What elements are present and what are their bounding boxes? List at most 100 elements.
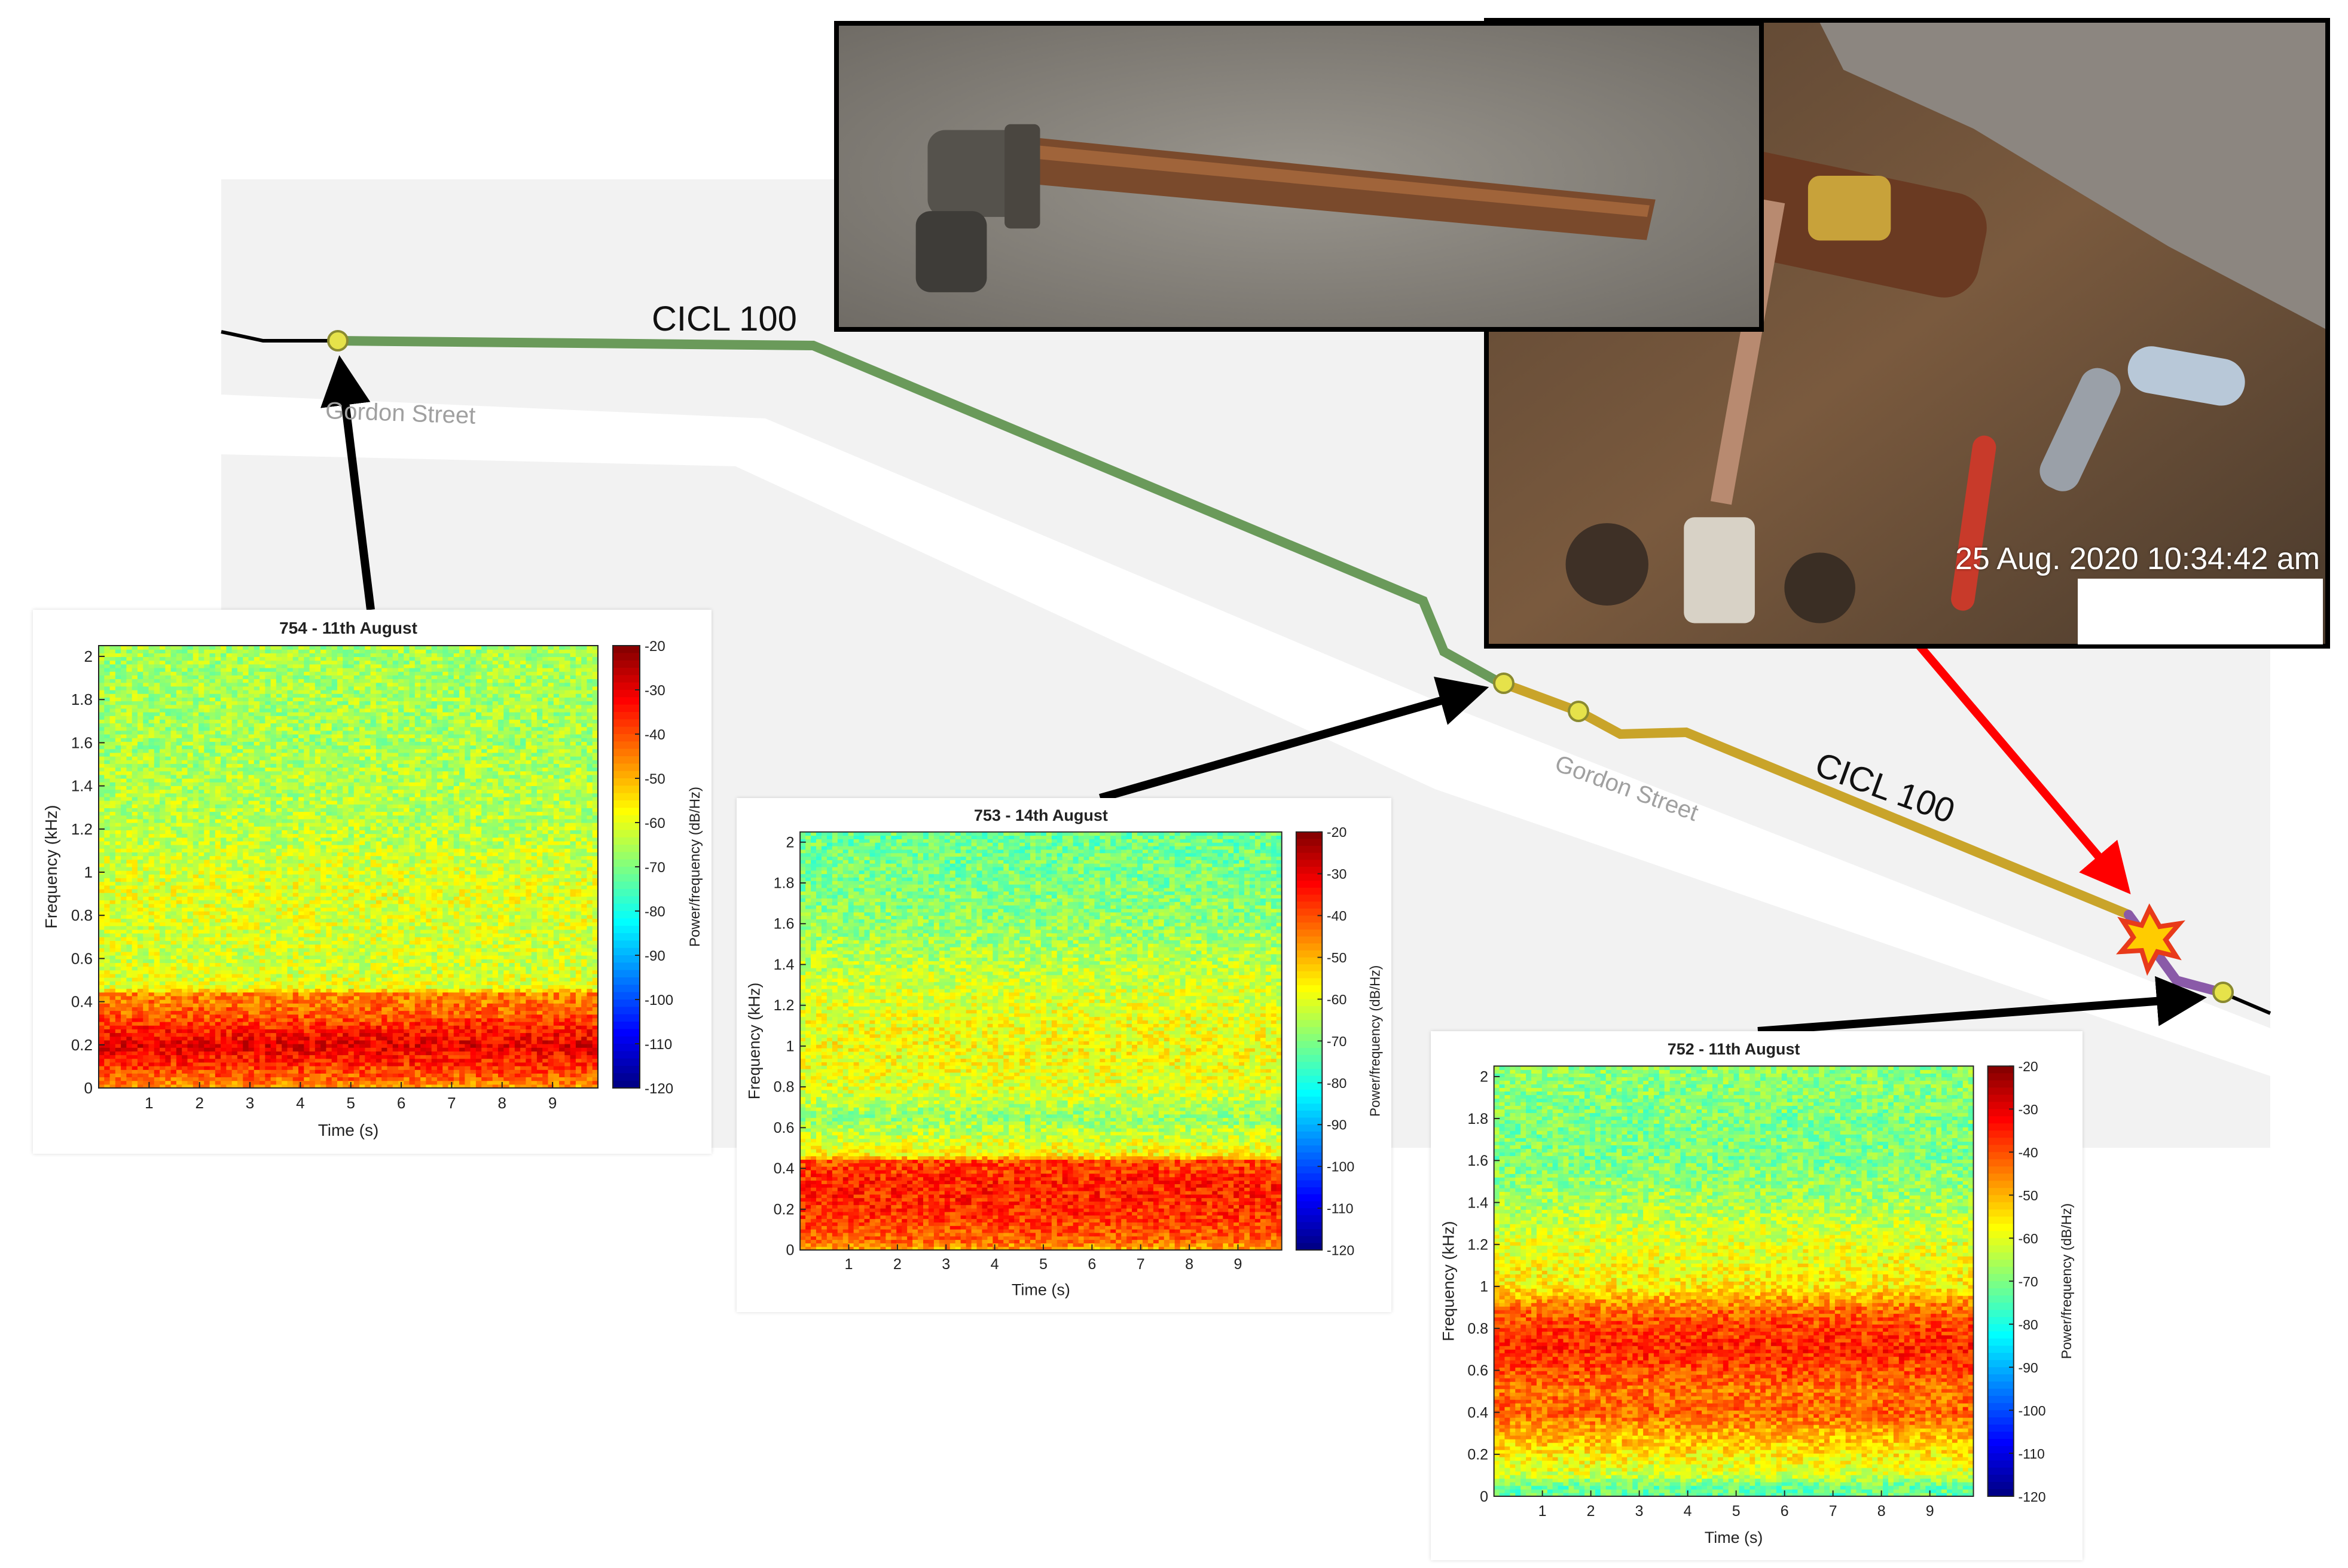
heatmap-cell (453, 966, 460, 971)
heatmap-cell (392, 981, 399, 985)
heatmap-cell (121, 1062, 127, 1066)
heatmap-cell (343, 947, 349, 952)
heatmap-cell (287, 973, 294, 978)
heatmap-cell (343, 1044, 349, 1048)
heatmap-cell (592, 903, 599, 908)
heatmap-cell (243, 903, 249, 908)
heatmap-cell (509, 1084, 515, 1089)
heatmap-cell (398, 1003, 404, 1007)
heatmap-cell (315, 1073, 321, 1078)
heatmap-cell (292, 1003, 299, 1007)
heatmap-cell (509, 903, 515, 908)
heatmap-cell (109, 1003, 116, 1007)
heatmap-cell (298, 966, 304, 971)
heatmap-cell (581, 922, 588, 927)
heatmap-cell (287, 889, 294, 893)
heatmap-cell (487, 929, 493, 934)
heatmap-cell (154, 889, 160, 893)
heatmap-cell (187, 1069, 194, 1074)
heatmap-cell (409, 1017, 416, 1022)
heatmap-cell (498, 940, 504, 945)
heatmap-cell (215, 962, 221, 967)
heatmap-cell (459, 911, 465, 915)
heatmap-cell (498, 988, 504, 993)
heatmap-cell (436, 973, 443, 978)
heatmap-cell (326, 940, 332, 945)
heatmap-cell (442, 918, 449, 923)
heatmap-cell (326, 992, 332, 997)
heatmap-cell (520, 1007, 526, 1011)
heatmap-cell (99, 896, 105, 901)
heatmap-cell (248, 959, 255, 963)
heatmap-cell (165, 973, 172, 978)
heatmap-cell (459, 1077, 465, 1081)
heatmap-cell (304, 1040, 310, 1044)
heatmap-cell (343, 929, 349, 934)
heatmap-cell (581, 1017, 588, 1022)
heatmap-cell (187, 940, 194, 945)
heatmap-cell (160, 959, 166, 963)
heatmap-cell (587, 1062, 593, 1066)
heatmap-cell (326, 1069, 332, 1074)
heatmap-cell (320, 922, 326, 927)
heatmap-cell (193, 951, 199, 956)
heatmap-cell (215, 903, 221, 908)
heatmap-cell (265, 889, 271, 893)
heatmap-cell (115, 907, 121, 912)
heatmap-cell (487, 907, 493, 912)
heatmap-cell (531, 947, 538, 952)
heatmap-cell (359, 907, 365, 912)
heatmap-cell (315, 885, 321, 890)
heatmap-cell (409, 1058, 416, 1063)
heatmap-cell (287, 929, 294, 934)
heatmap-cell (392, 933, 399, 937)
heatmap-cell (459, 915, 465, 919)
heatmap-cell (453, 900, 460, 904)
heatmap-cell (459, 929, 465, 934)
heatmap-cell (492, 1080, 499, 1085)
heatmap-cell (353, 1032, 360, 1037)
heatmap-cell (331, 1029, 338, 1034)
heatmap-cell (254, 981, 260, 985)
heatmap-cell (154, 1066, 160, 1070)
heatmap-cell (392, 1073, 399, 1078)
heatmap-cell (398, 889, 404, 893)
heatmap-cell (243, 981, 249, 985)
heatmap-cell (121, 1069, 127, 1074)
heatmap-cell (442, 1054, 449, 1059)
heatmap-cell (199, 985, 204, 989)
heatmap-cell (331, 1017, 338, 1022)
heatmap-cell (199, 1000, 204, 1004)
heatmap-cell (381, 1062, 388, 1066)
heatmap-cell (292, 915, 299, 919)
heatmap-cell (309, 1077, 316, 1081)
heatmap-cell (359, 903, 365, 908)
heatmap-cell (276, 1017, 282, 1022)
heatmap-cell (375, 962, 382, 967)
heatmap-cell (215, 1025, 221, 1029)
heatmap-cell (309, 940, 316, 945)
heatmap-cell (492, 1047, 499, 1052)
heatmap-cell (509, 955, 515, 959)
heatmap-cell (536, 1007, 543, 1011)
heatmap-cell (99, 995, 105, 1000)
heatmap-cell (254, 1077, 260, 1081)
heatmap-cell (370, 1073, 377, 1078)
heatmap-cell (259, 981, 265, 985)
heatmap-cell (459, 970, 465, 974)
heatmap-cell (204, 1003, 210, 1007)
heatmap-cell (326, 937, 332, 941)
heatmap-cell (243, 1058, 249, 1063)
heatmap-cell (353, 973, 360, 978)
heatmap-cell (160, 1054, 166, 1059)
heatmap-cell (414, 1025, 421, 1029)
heatmap-cell (104, 955, 111, 959)
heatmap-cell (148, 1022, 155, 1026)
heatmap-cell (126, 915, 133, 919)
heatmap-cell (126, 981, 133, 985)
heatmap-cell (592, 889, 599, 893)
heatmap-cell (143, 1047, 149, 1052)
heatmap-cell (109, 1047, 116, 1052)
heatmap-cell (420, 977, 426, 982)
heatmap-cell (343, 1084, 349, 1089)
